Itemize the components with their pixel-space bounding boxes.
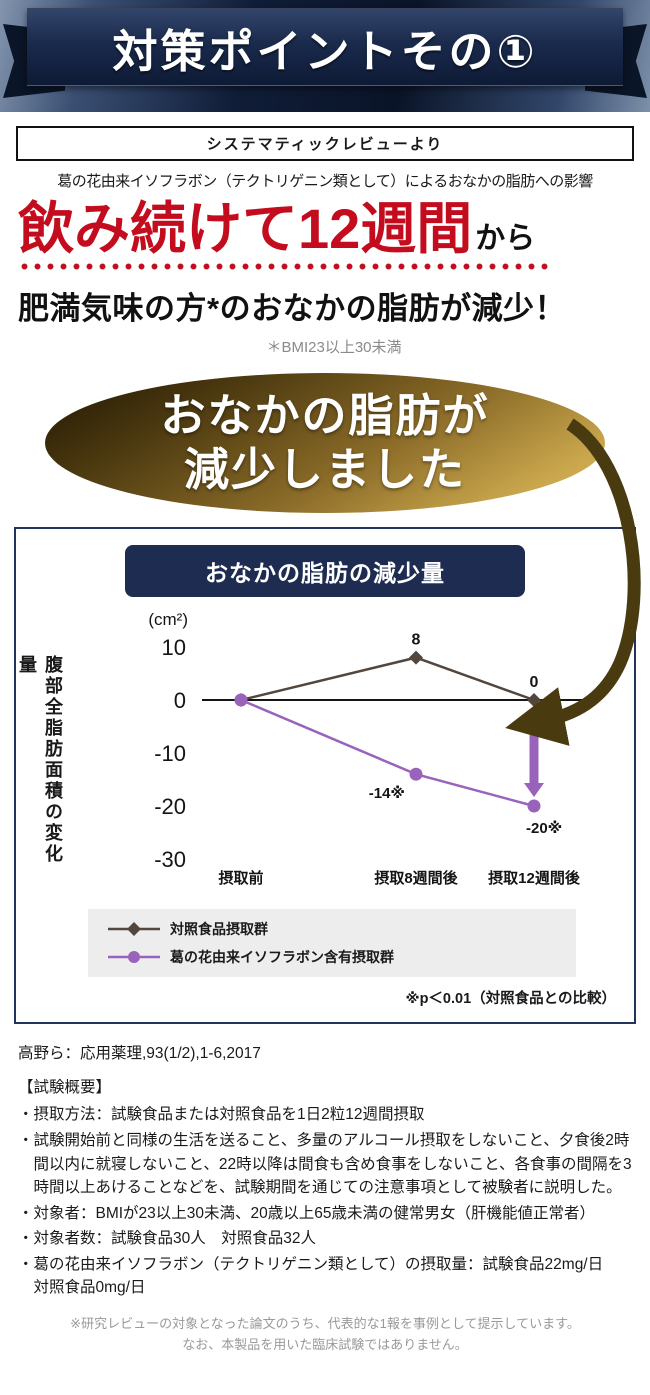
svg-text:摂取12週間後: 摂取12週間後: [488, 869, 581, 887]
chart-box: おなかの脂肪の減少量 腹部全脂肪面積の変化量 (cm²) 10 0 -10 -20 -30…: [14, 527, 636, 1025]
badge-section: おなかの脂肪が 減少しました: [0, 373, 650, 514]
diamond-marker-icon: [108, 922, 160, 937]
review-subtitle: 葛の花由来イソフラボン（テクトリゲニン類として）によるおなかの脂肪への影響: [57, 173, 593, 190]
svg-text:-30: -30: [154, 847, 186, 872]
footer-note: ※研究レビューの対象となった論文のうち、代表的な1報を事例として提示しています。…: [0, 1314, 650, 1356]
headline-red-text: 飲み続けて12週間: [18, 197, 473, 260]
y-axis-title: 腹部全脂肪面積の変化量: [17, 655, 63, 866]
badge-line1: おなかの脂肪が: [160, 390, 490, 441]
study-summary-title: 【試験概要】: [18, 1078, 112, 1096]
svg-text:0: 0: [530, 674, 539, 691]
badge-line2: 減少しました: [183, 445, 466, 496]
study-items: ・摂取方法：試験食品または対照食品を1日2粒12週間摂取・試験開始前と同様の生活…: [18, 1103, 632, 1299]
svg-text:10: 10: [162, 635, 186, 660]
study-item: ・試験開始前と同様の生活を送ること、多量のアルコール摂取をしないこと、夕食後2時…: [18, 1132, 632, 1197]
legend-item: 対照食品摂取群: [108, 919, 568, 939]
svg-text:8: 8: [412, 632, 421, 649]
footer-line1: ※研究レビューの対象となった論文のうち、代表的な1報を事例として提示しています。: [70, 1315, 580, 1331]
svg-text:摂取8週間後: 摂取8週間後: [374, 869, 458, 887]
headline-section: 飲み続けて12週間 から 肥満気味の方*のおなかの脂肪が減少！ ＊BMI23以上…: [0, 191, 650, 357]
chart-area: 腹部全脂肪面積の変化量 (cm²) 10 0 -10 -20 -30 摂取前 摂取8週間後 摂取…: [17, 609, 624, 909]
svg-text:0: 0: [174, 688, 186, 713]
banner-ribbon: 対策ポイントその①: [27, 8, 623, 86]
legend-label: 葛の花由来イソフラボン含有摂取群: [170, 949, 394, 966]
footer-line2: なお、本製品を用いた臨床試験ではありません。: [182, 1336, 468, 1352]
review-source-label: システマティックレビューより: [206, 136, 444, 153]
svg-text:-20: -20: [154, 794, 186, 819]
circle-marker-icon: [108, 951, 160, 964]
review-section: システマティックレビューより 葛の花由来イソフラボン（テクトリゲニン類として）に…: [0, 126, 650, 191]
legend-label: 対照食品摂取群: [170, 921, 268, 938]
reference-citation: 高野ら：応用薬理,93(1/2),1-6,2017: [18, 1045, 261, 1063]
banner: 対策ポイントその①: [0, 0, 650, 112]
dotted-underline: [18, 262, 553, 272]
study-section: 高野ら：応用薬理,93(1/2),1-6,2017 【試験概要】 ・摂取方法：試…: [0, 1024, 650, 1299]
svg-text:摂取前: 摂取前: [218, 869, 263, 887]
chart-legend: 対照食品摂取群葛の花由来イソフラボン含有摂取群: [88, 909, 576, 978]
bmi-note: ＊BMI23以上30未満: [266, 339, 402, 357]
review-source-box: システマティックレビューより: [16, 126, 634, 161]
chart-title: おなかの脂肪の減少量: [125, 545, 525, 598]
svg-text:-20※: -20※: [526, 819, 562, 837]
fat-chart-svg: (cm²) 10 0 -10 -20 -30 摂取前 摂取8週間後 摂取12週間後 8 0 -14※ -…: [148, 610, 598, 887]
study-item: ・対象者数：試験食品30人 対照食品32人: [18, 1230, 316, 1248]
headline-main: 飲み続けて12週間 から: [18, 197, 650, 261]
significance-note: ※p＜0.01（対照食品との比較）: [405, 991, 616, 1008]
study-item: ・対象者：BMIが23以上30未満、20歳以上65歳未満の健常男女（肝機能値正常…: [18, 1204, 596, 1222]
legend-item: 葛の花由来イソフラボン含有摂取群: [108, 947, 568, 967]
svg-text:-14※: -14※: [369, 785, 405, 803]
gold-badge: おなかの脂肪が 減少しました: [45, 373, 605, 514]
headline-line2: 肥満気味の方*のおなかの脂肪が減少！: [18, 291, 567, 327]
svg-text:(cm²): (cm²): [148, 610, 188, 629]
banner-title: 対策ポイントその①: [112, 25, 538, 77]
study-item: ・摂取方法：試験食品または対照食品を1日2粒12週間摂取: [18, 1106, 425, 1124]
svg-text:-10: -10: [154, 741, 186, 766]
study-item: ・葛の花由来イソフラボン（テクトリゲニン類として）の摂取量：試験食品22mg/日…: [18, 1255, 619, 1297]
headline-suffix: から: [475, 222, 536, 255]
